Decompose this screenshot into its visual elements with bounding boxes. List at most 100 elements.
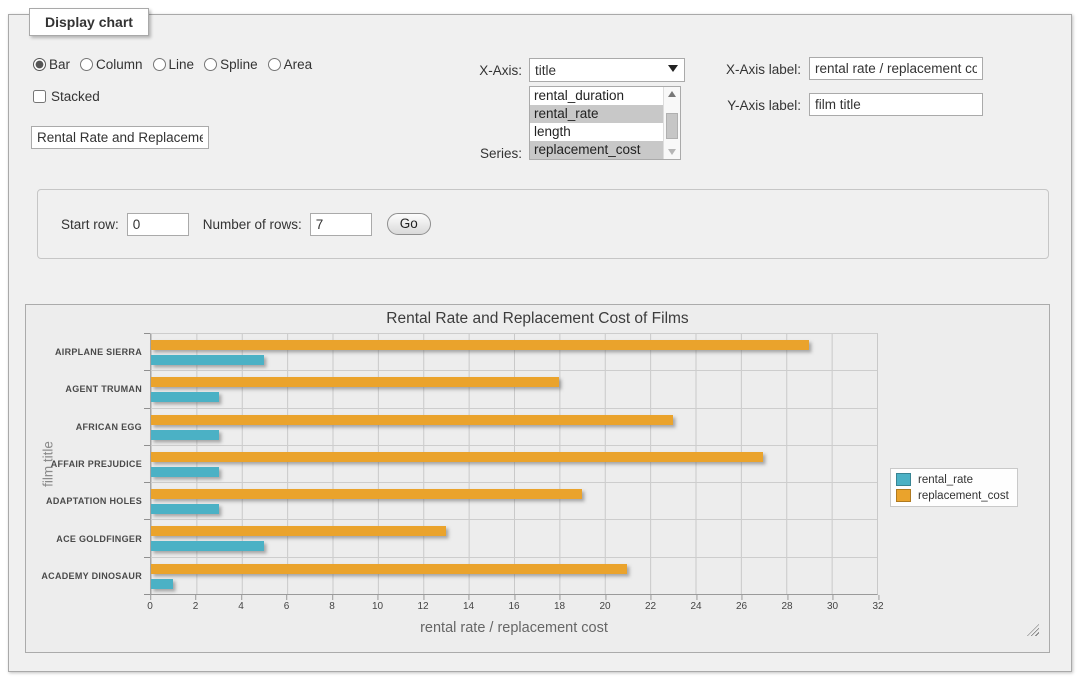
chart-type-radio-group: Bar Column Line Spline Area bbox=[33, 57, 318, 72]
start-row-input[interactable] bbox=[127, 213, 189, 236]
fieldset-legend: Display chart bbox=[29, 8, 149, 36]
bar-rental_rate bbox=[151, 579, 173, 589]
x-axis-label-input[interactable] bbox=[809, 57, 983, 80]
category-label: AIRPLANE SIERRA bbox=[55, 347, 142, 357]
category-label: AFRICAN EGG bbox=[76, 422, 142, 432]
chart-type-radio-column[interactable] bbox=[80, 58, 93, 71]
display-chart-fieldset: Display chart BarColumnLineSplineArea St… bbox=[8, 14, 1072, 672]
chart-type-label: Column bbox=[96, 57, 143, 72]
x-axis-label-label: X-Axis label: bbox=[699, 62, 801, 77]
series-scrollbar[interactable] bbox=[663, 87, 680, 159]
chart-type-radio-bar[interactable] bbox=[33, 58, 46, 71]
bar-rental_rate bbox=[151, 355, 264, 365]
scroll-up-icon[interactable] bbox=[668, 91, 676, 97]
stacked-checkbox[interactable] bbox=[33, 90, 46, 103]
y-axis-label-input[interactable] bbox=[809, 93, 983, 116]
chart-type-radio-area[interactable] bbox=[268, 58, 281, 71]
category-label: ACADEMY DINOSAUR bbox=[41, 571, 142, 581]
series-options: rental_durationrental_ratelengthreplacem… bbox=[530, 87, 663, 159]
x-tick-label: 32 bbox=[872, 601, 883, 612]
bar-rental_rate bbox=[151, 392, 219, 402]
chart-type-label: Line bbox=[169, 57, 195, 72]
chart-type-option-spline: Spline bbox=[204, 57, 258, 72]
chart-category-row: ACADEMY DINOSAUR bbox=[151, 558, 877, 594]
category-label: AGENT TRUMAN bbox=[65, 384, 142, 394]
resize-handle-icon[interactable] bbox=[1027, 624, 1039, 636]
legend-swatch-replacement-cost bbox=[896, 489, 911, 502]
num-rows-input[interactable] bbox=[310, 213, 372, 236]
num-rows-label: Number of rows: bbox=[203, 217, 302, 232]
chart-x-axis-title: rental rate / replacement cost bbox=[150, 620, 878, 636]
legend-item-replacement-cost[interactable]: replacement_cost bbox=[896, 489, 1009, 502]
series-option-replacement_cost[interactable]: replacement_cost bbox=[530, 141, 663, 159]
x-tick-label: 16 bbox=[508, 601, 519, 612]
legend-label: replacement_cost bbox=[918, 490, 1009, 502]
bar-replacement_cost bbox=[151, 340, 809, 350]
series-label: Series: bbox=[429, 146, 522, 161]
legend-item-rental-rate[interactable]: rental_rate bbox=[896, 473, 1009, 486]
start-row-label: Start row: bbox=[61, 217, 119, 232]
x-tick-label: 12 bbox=[417, 601, 428, 612]
bar-replacement_cost bbox=[151, 489, 582, 499]
chart-category-row: AFFAIR PREJUDICE bbox=[151, 446, 877, 483]
chart-category-row: ACE GOLDFINGER bbox=[151, 520, 877, 557]
legend-label: rental_rate bbox=[918, 474, 973, 486]
chart-legend: rental_rate replacement_cost bbox=[890, 468, 1018, 507]
bar-replacement_cost bbox=[151, 452, 763, 462]
series-option-length[interactable]: length bbox=[530, 123, 663, 141]
x-tick-label: 2 bbox=[193, 601, 199, 612]
x-tick-label: 20 bbox=[599, 601, 610, 612]
x-tick-label: 10 bbox=[372, 601, 383, 612]
bar-rental_rate bbox=[151, 430, 219, 440]
chart-category-row: AGENT TRUMAN bbox=[151, 371, 877, 408]
chart-type-option-bar: Bar bbox=[33, 57, 70, 72]
x-tick-label: 18 bbox=[554, 601, 565, 612]
chart-type-option-column: Column bbox=[80, 57, 143, 72]
category-label: ACE GOLDFINGER bbox=[56, 534, 142, 544]
x-tick-label: 4 bbox=[238, 601, 244, 612]
x-tick-label: 30 bbox=[827, 601, 838, 612]
x-tick-label: 28 bbox=[781, 601, 792, 612]
bar-replacement_cost bbox=[151, 377, 559, 387]
chart-type-option-area: Area bbox=[268, 57, 313, 72]
chart-type-label: Bar bbox=[49, 57, 70, 72]
bar-replacement_cost bbox=[151, 564, 627, 574]
x-tick-label: 0 bbox=[147, 601, 153, 612]
rows-panel: Start row: Number of rows: Go bbox=[37, 189, 1049, 259]
x-axis-select-wrap: title bbox=[529, 58, 685, 82]
chart-container: Rental Rate and Replacement Cost of Film… bbox=[25, 304, 1050, 653]
x-tick-label: 6 bbox=[284, 601, 290, 612]
plot-area: AIRPLANE SIERRAAGENT TRUMANAFRICAN EGGAF… bbox=[150, 333, 878, 595]
go-button[interactable]: Go bbox=[387, 213, 431, 235]
chart-type-radio-line[interactable] bbox=[153, 58, 166, 71]
category-label: ADAPTATION HOLES bbox=[46, 496, 142, 506]
chart-category-row: ADAPTATION HOLES bbox=[151, 483, 877, 520]
bar-replacement_cost bbox=[151, 526, 446, 536]
chart-category-row: AIRPLANE SIERRA bbox=[151, 334, 877, 371]
bar-rental_rate bbox=[151, 467, 219, 477]
series-listbox[interactable]: rental_durationrental_ratelengthreplacem… bbox=[529, 86, 681, 160]
scroll-down-icon[interactable] bbox=[668, 149, 676, 155]
chart-title-input[interactable] bbox=[31, 126, 209, 149]
legend-swatch-rental-rate bbox=[896, 473, 911, 486]
stacked-row: Stacked bbox=[33, 89, 100, 104]
x-tick-label: 14 bbox=[463, 601, 474, 612]
x-axis-select[interactable]: title bbox=[529, 58, 685, 82]
scrollbar-thumb[interactable] bbox=[666, 113, 678, 139]
bar-replacement_cost bbox=[151, 415, 673, 425]
chart-category-row: AFRICAN EGG bbox=[151, 409, 877, 446]
chart-type-label: Spline bbox=[220, 57, 258, 72]
series-option-rental_duration[interactable]: rental_duration bbox=[530, 87, 663, 105]
x-axis-ticks: 02468101214161820222426283032 bbox=[150, 595, 878, 615]
category-label: AFFAIR PREJUDICE bbox=[51, 459, 142, 469]
x-tick-label: 8 bbox=[329, 601, 335, 612]
y-axis-label-label: Y-Axis label: bbox=[699, 98, 801, 113]
x-axis-select-label: X-Axis: bbox=[429, 63, 522, 78]
series-option-rental_rate[interactable]: rental_rate bbox=[530, 105, 663, 123]
chart-type-option-line: Line bbox=[153, 57, 195, 72]
bar-rental_rate bbox=[151, 541, 264, 551]
x-tick-label: 22 bbox=[645, 601, 656, 612]
chart-type-label: Area bbox=[284, 57, 313, 72]
stacked-label: Stacked bbox=[51, 89, 100, 104]
chart-type-radio-spline[interactable] bbox=[204, 58, 217, 71]
